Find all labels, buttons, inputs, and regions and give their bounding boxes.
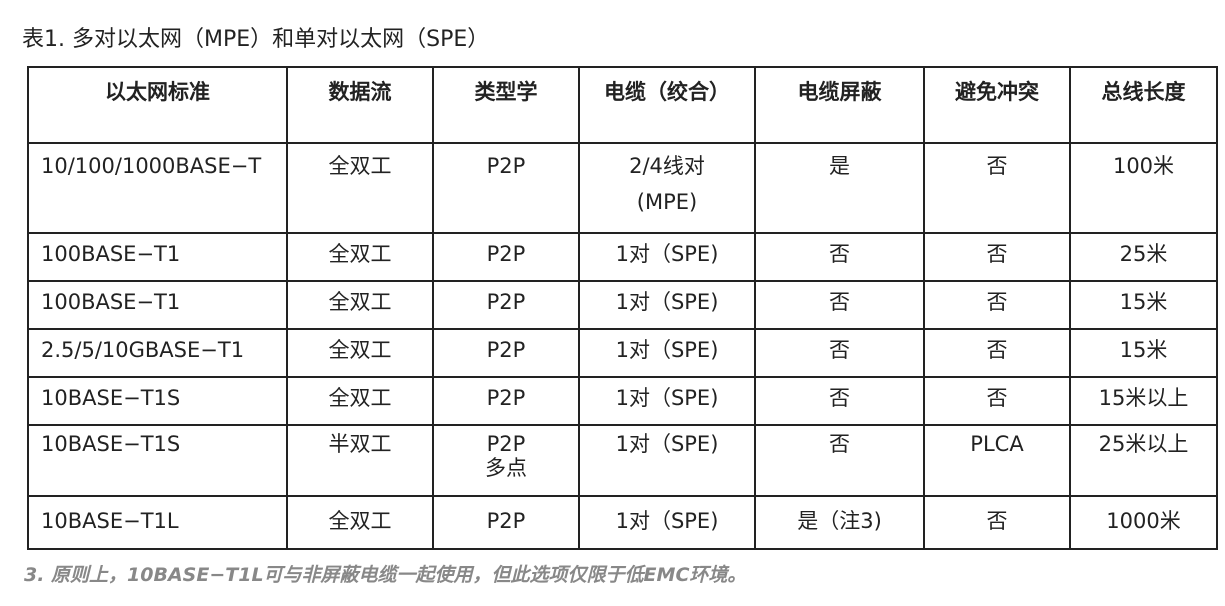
table-cell: 10BASE−T1S [27,376,288,426]
table-cell: 否 [754,376,925,426]
table-row: 10BASE−T1S 半双工 P2P 多点 1对（SPE) 否 PLCA 25米以上 [27,424,1218,497]
table-cell: P2P [432,376,580,426]
column-header: 电缆屏蔽 [754,66,925,144]
table-cell: 100BASE−T1 [27,280,288,330]
table-cell: 全双工 [286,142,434,234]
table-cell: 否 [754,280,925,330]
table-cell: 1对（SPE) [578,232,756,282]
footnote: 3. 原则上，10BASE−T1L可与非屏蔽电缆一起使用，但此选项仅限于低EMC… [24,564,747,586]
table-cell: 1对（SPE) [578,328,756,378]
table-cell: P2P [432,142,580,234]
table-row: 100BASE−T1 全双工 P2P 1对（SPE) 否否 25米 [27,232,1218,282]
table-cell: 半双工 [286,424,434,497]
table-cell: 2.5/5/10GBASE−T1 [27,328,288,378]
column-header: 以太网标准 [27,66,288,144]
table-cell: 否 [923,376,1071,426]
column-header: 类型学 [432,66,580,144]
table-cell: 1对（SPE) [578,280,756,330]
table-cell: 否 [923,142,1071,234]
table-cell: 是（注3) [754,495,925,550]
table-cell: 1对（SPE) [578,495,756,550]
table-cell: 否 [923,495,1071,550]
table-cell: 否 [754,328,925,378]
table-cell: 否 [754,232,925,282]
table-cell: 否 [923,280,1071,330]
table-row: 2.5/5/10GBASE−T1 全双工 P2P 1对（SPE) 否否 15米 [27,328,1218,378]
table-cell: 全双工 [286,495,434,550]
table-cell: 否 [923,328,1071,378]
table-cell: 全双工 [286,328,434,378]
table-cell: P2P [432,280,580,330]
table-cell: 全双工 [286,376,434,426]
table-cell: 否 [754,424,925,497]
table-cell: 25米以上 [1069,424,1218,497]
table-cell: 否 [923,232,1071,282]
table-row: 100BASE−T1 全双工 P2P 1对（SPE) 否否 15米 [27,280,1218,330]
table-cell: 10BASE−T1L [27,495,288,550]
table-cell: PLCA [923,424,1071,497]
table-cell: 10BASE−T1S [27,424,288,497]
table-cell: 15米 [1069,328,1218,378]
table-cell: 是 [754,142,925,234]
table-cell: 1000米 [1069,495,1218,550]
table-cell: 2/4线对 (MPE) [578,142,756,234]
table-cell: P2P [432,328,580,378]
table-cell: 15米以上 [1069,376,1218,426]
table-cell: 全双工 [286,280,434,330]
table-row: 10/100/1000BASE−T 全双工 P2P 2/4线对 (MPE) 是否 100米 [27,142,1218,234]
table-cell: 100米 [1069,142,1218,234]
column-header: 数据流 [286,66,434,144]
table-cell: P2P [432,232,580,282]
column-header: 避免冲突 [923,66,1071,144]
table-caption: 表1. 多对以太网（MPE）和单对以太网（SPE） [22,27,490,52]
table-cell: 10/100/1000BASE−T [27,142,288,234]
table-cell: 1对（SPE) [578,376,756,426]
table-cell: 1对（SPE) [578,424,756,497]
column-header: 电缆（绞合） [578,66,756,144]
table-cell: P2P [432,495,580,550]
table-cell: 100BASE−T1 [27,232,288,282]
table-cell: 25米 [1069,232,1218,282]
column-header: 总线长度 [1069,66,1218,144]
table-row: 10BASE−T1L 全双工 P2P 1对（SPE) 是（注3) 否 1000米 [27,495,1218,550]
ethernet-comparison-table: 以太网标准 数据流 类型学 电缆（绞合） 电缆屏蔽 避免冲突 总线长度 10/100/100… [27,66,1218,550]
table-row: 10BASE−T1S 全双工 P2P 1对（SPE) 否否 15米以上 [27,376,1218,426]
table-header-row: 以太网标准 数据流 类型学 电缆（绞合） 电缆屏蔽 避免冲突 总线长度 [27,66,1218,144]
table-cell: 15米 [1069,280,1218,330]
table-cell: P2P 多点 [432,424,580,497]
table-cell: 全双工 [286,232,434,282]
